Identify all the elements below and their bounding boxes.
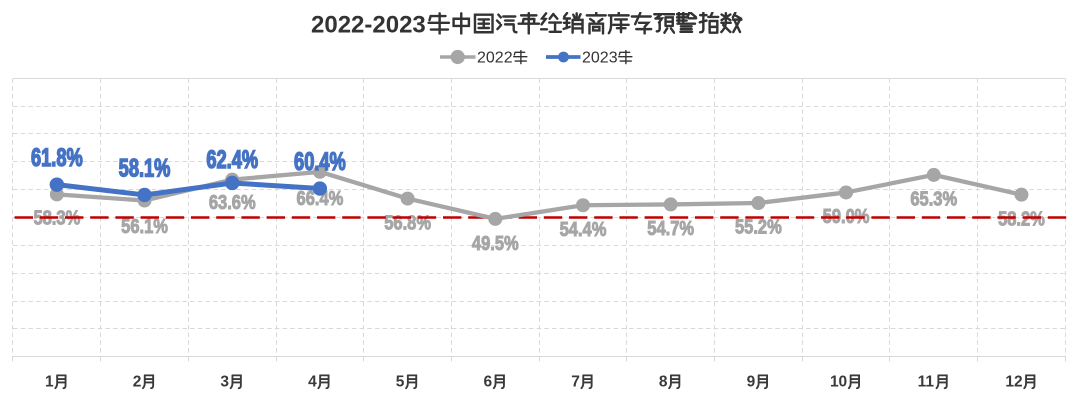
svg-text:61.8%: 61.8% bbox=[31, 143, 83, 172]
svg-text:54.7%: 54.7% bbox=[647, 217, 694, 240]
svg-text:9: 9 bbox=[747, 374, 756, 391]
svg-text:60.4%: 60.4% bbox=[294, 147, 346, 176]
svg-text:2023: 2023 bbox=[582, 50, 618, 67]
svg-text:59.0%: 59.0% bbox=[823, 205, 870, 228]
svg-text:2022: 2022 bbox=[477, 50, 513, 67]
svg-text:65.3%: 65.3% bbox=[910, 187, 957, 210]
svg-text:58.2%: 58.2% bbox=[998, 207, 1045, 230]
svg-text:2: 2 bbox=[133, 374, 142, 391]
svg-text:62.4%: 62.4% bbox=[206, 145, 258, 174]
svg-text:55.2%: 55.2% bbox=[735, 215, 782, 238]
svg-text:1: 1 bbox=[45, 374, 54, 391]
svg-text:6: 6 bbox=[483, 374, 492, 391]
svg-text:56.8%: 56.8% bbox=[384, 211, 431, 234]
svg-text:8: 8 bbox=[659, 374, 668, 391]
svg-text:4: 4 bbox=[308, 374, 317, 391]
svg-text:58.1%: 58.1% bbox=[119, 153, 171, 182]
svg-text:12: 12 bbox=[1005, 374, 1022, 391]
svg-text:56.1%: 56.1% bbox=[121, 214, 168, 237]
svg-text:10: 10 bbox=[830, 374, 847, 391]
svg-text:3: 3 bbox=[220, 374, 229, 391]
svg-text:63.6%: 63.6% bbox=[209, 190, 256, 213]
svg-text:5: 5 bbox=[396, 374, 405, 391]
svg-text:11: 11 bbox=[918, 374, 935, 391]
svg-text:7: 7 bbox=[571, 374, 580, 391]
svg-text:2022-2023: 2022-2023 bbox=[311, 12, 426, 39]
svg-text:54.4%: 54.4% bbox=[560, 217, 607, 240]
svg-text:49.5%: 49.5% bbox=[472, 231, 519, 254]
svg-text:66.4%: 66.4% bbox=[297, 187, 344, 210]
